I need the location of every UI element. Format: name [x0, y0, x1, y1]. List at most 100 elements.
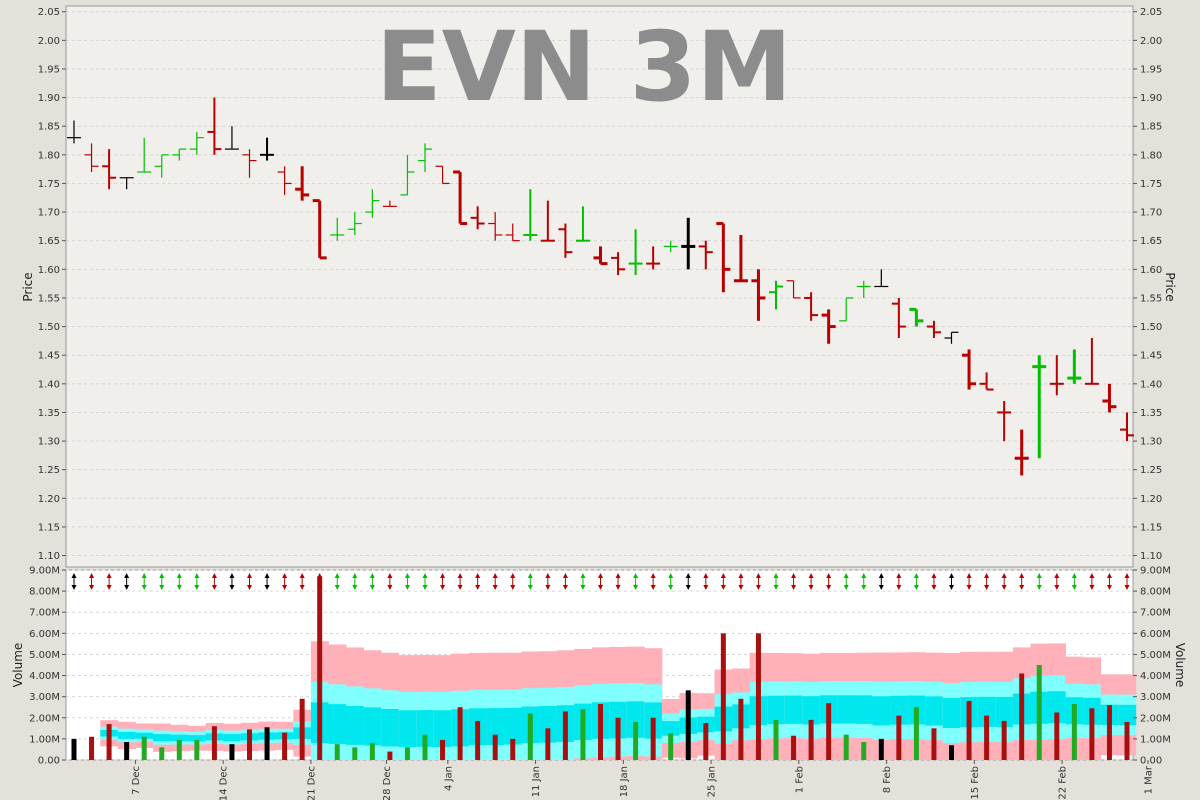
arrow-head-down — [211, 585, 217, 590]
volume-band-core — [486, 708, 505, 746]
ohlc-bar — [347, 212, 362, 235]
arrow-head-down — [247, 585, 252, 590]
volume-bar — [861, 742, 867, 760]
direction-arrow — [387, 573, 393, 590]
price-tick-label: 1.20 — [1140, 494, 1162, 505]
direction-arrow — [949, 573, 954, 590]
price-tick-label: 1.70 — [1140, 208, 1162, 219]
volume-tick-label: 7.00M — [1140, 608, 1171, 619]
ohlc-bar — [769, 280, 783, 310]
price-tick-label: 1.80 — [1140, 150, 1162, 161]
volume-band-core — [188, 735, 207, 742]
arrow-head-up — [562, 573, 568, 578]
price-tick-label: 2.00 — [38, 36, 60, 47]
volume-bars — [71, 576, 1130, 760]
arrow-head-down — [404, 585, 410, 590]
arrow-head-down — [176, 585, 182, 590]
price-tick-label: 1.80 — [38, 150, 60, 161]
date-tick-label: 1 Mar — [1144, 765, 1155, 794]
arrow-head-down — [141, 585, 147, 590]
volume-band-core — [152, 734, 171, 742]
arrow-head-down — [387, 585, 393, 590]
direction-arrows — [71, 573, 1130, 590]
arrow-head-down — [492, 585, 498, 590]
direction-arrow — [89, 573, 95, 590]
volume-band-core — [135, 732, 154, 739]
volume-bar — [738, 698, 744, 760]
arrow-head-down — [527, 585, 533, 590]
arrow-head-down — [317, 585, 323, 590]
arrow-head-up — [878, 573, 884, 578]
arrow-head-up — [282, 573, 288, 578]
volume-bar — [808, 719, 814, 760]
volume-bar — [527, 713, 533, 760]
volume-tick-label: 3.00M — [1140, 692, 1171, 703]
ohlc-bar — [1102, 383, 1117, 413]
ohlc-bar — [137, 137, 152, 173]
arrow-head-up — [738, 573, 744, 578]
arrow-head-down — [615, 585, 621, 590]
ohlc-bar — [821, 309, 836, 344]
arrow-head-up — [141, 573, 147, 578]
direction-arrow — [791, 573, 797, 590]
price-tick-label: 1.90 — [38, 93, 60, 104]
arrow-head-up — [896, 573, 902, 578]
volume-bar — [1071, 704, 1077, 760]
volume-bar — [71, 738, 77, 760]
price-ylabel-right: Price — [1163, 272, 1177, 301]
volume-bar — [229, 744, 235, 760]
arrow-head-down — [89, 585, 95, 590]
arrow-head-down — [1071, 585, 1077, 590]
volume-bar — [668, 733, 674, 760]
ohlc-bar — [189, 131, 204, 155]
arrow-head-down — [931, 585, 937, 590]
arrow-head-up — [211, 573, 217, 578]
direction-arrow — [1106, 573, 1112, 590]
volume-tick-label: 2.00M — [1140, 713, 1171, 724]
ohlc-bars — [67, 97, 1134, 476]
volume-band-core — [381, 708, 400, 747]
volume-tick-label: 8.00M — [29, 587, 60, 598]
volume-bar — [545, 728, 551, 760]
direction-arrow — [194, 573, 200, 590]
ohlc-bar — [909, 307, 924, 327]
volume-band-core — [802, 696, 821, 725]
volume-bar — [650, 717, 656, 760]
direction-arrow — [773, 573, 779, 590]
arrow-head-down — [720, 585, 726, 590]
arrow-head-down — [738, 585, 744, 590]
arrow-head-down — [71, 585, 77, 590]
price-tick-label: 1.35 — [1140, 408, 1162, 419]
price-tick-label: 1.10 — [1140, 551, 1162, 562]
direction-arrow — [580, 573, 586, 590]
direction-arrow — [229, 573, 235, 590]
arrow-head-down — [949, 585, 954, 590]
direction-arrow — [598, 573, 603, 590]
volume-bar — [299, 698, 305, 760]
price-tick-label: 1.45 — [1140, 351, 1162, 362]
arrow-head-up — [685, 573, 691, 578]
ohlc-bar — [558, 223, 573, 258]
direction-arrow — [1054, 573, 1060, 590]
direction-arrow — [562, 573, 568, 590]
arrow-head-up — [650, 573, 656, 578]
volume-band-core — [942, 697, 961, 729]
direction-arrow — [422, 573, 428, 590]
ohlc-bar — [277, 166, 292, 195]
price-tick-label: 1.45 — [38, 351, 60, 362]
arrow-head-up — [791, 573, 797, 578]
volume-bar — [685, 690, 691, 760]
arrow-head-down — [878, 585, 884, 590]
volume-tick-label: 9.00M — [29, 566, 60, 577]
ohlc-bar — [295, 166, 310, 201]
direction-arrow — [492, 573, 498, 590]
ohlc-bar — [172, 148, 187, 161]
volume-bar — [1124, 722, 1130, 760]
volume-panel: 0.00 1.00M 2.00M 3.00M 4.00M 5.00M 6.00M 7.00M 8… — [11, 566, 1187, 800]
volume-bar — [1089, 708, 1095, 760]
arrow-head-down — [1089, 585, 1095, 590]
volume-band-core — [170, 734, 189, 742]
arrow-head-down — [124, 585, 130, 590]
arrow-head-down — [1036, 585, 1042, 590]
arrow-head-down — [808, 585, 814, 590]
